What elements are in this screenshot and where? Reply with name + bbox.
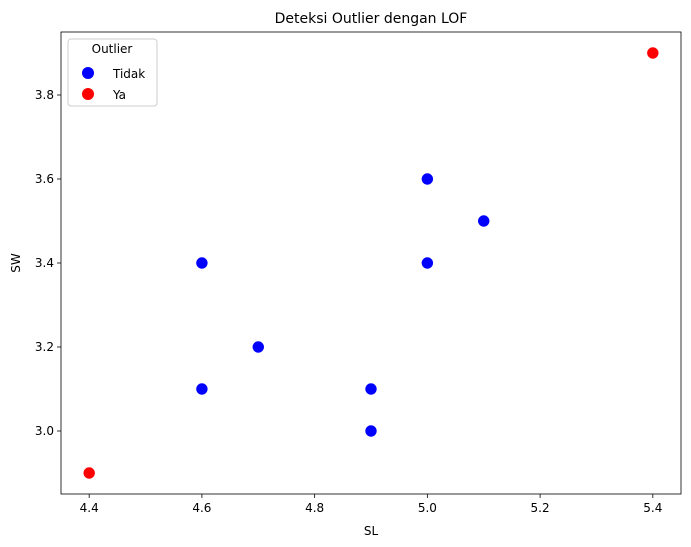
x-tick-label: 5.4 [643, 501, 662, 515]
data-point-tidak [364, 424, 378, 438]
x-tick-label: 4.8 [305, 501, 324, 515]
data-point-tidak [364, 382, 378, 396]
data-point-tidak [421, 256, 434, 270]
y-axis-label: SW [9, 253, 23, 273]
legend-label-tidak: Tidak [112, 67, 145, 81]
y-axis: 3.0 3.2 3.4 3.6 3.8 [35, 88, 61, 438]
legend-label-ya: Ya [112, 88, 126, 102]
x-axis-label: SL [364, 524, 379, 538]
data-point-tidak [421, 172, 434, 186]
legend: Outlier Tidak Ya [67, 38, 158, 107]
legend-marker-ya [82, 88, 94, 100]
x-tick-label: 5.0 [418, 501, 437, 515]
legend-title: Outlier [92, 42, 133, 56]
data-point-tidak [195, 382, 209, 396]
x-tick-label: 4.4 [80, 501, 99, 515]
x-axis: 4.4 4.6 4.8 5.0 5.2 5.4 [80, 494, 662, 515]
data-point-tidak [251, 340, 265, 354]
y-tick-label: 3.8 [35, 88, 54, 102]
data-point-ya [82, 466, 96, 480]
y-tick-label: 3.6 [35, 172, 54, 186]
data-point-tidak [477, 214, 491, 228]
y-tick-label: 3.0 [35, 424, 54, 438]
data-point-ya [646, 46, 660, 60]
x-tick-label: 4.6 [192, 501, 211, 515]
legend-marker-tidak [82, 67, 94, 79]
chart-title: Deteksi Outlier dengan LOF [275, 11, 468, 27]
y-tick-label: 3.2 [35, 340, 54, 354]
y-tick-label: 3.4 [35, 256, 54, 270]
data-point-tidak [195, 256, 209, 270]
x-tick-label: 5.2 [531, 501, 550, 515]
data-points [82, 46, 660, 480]
